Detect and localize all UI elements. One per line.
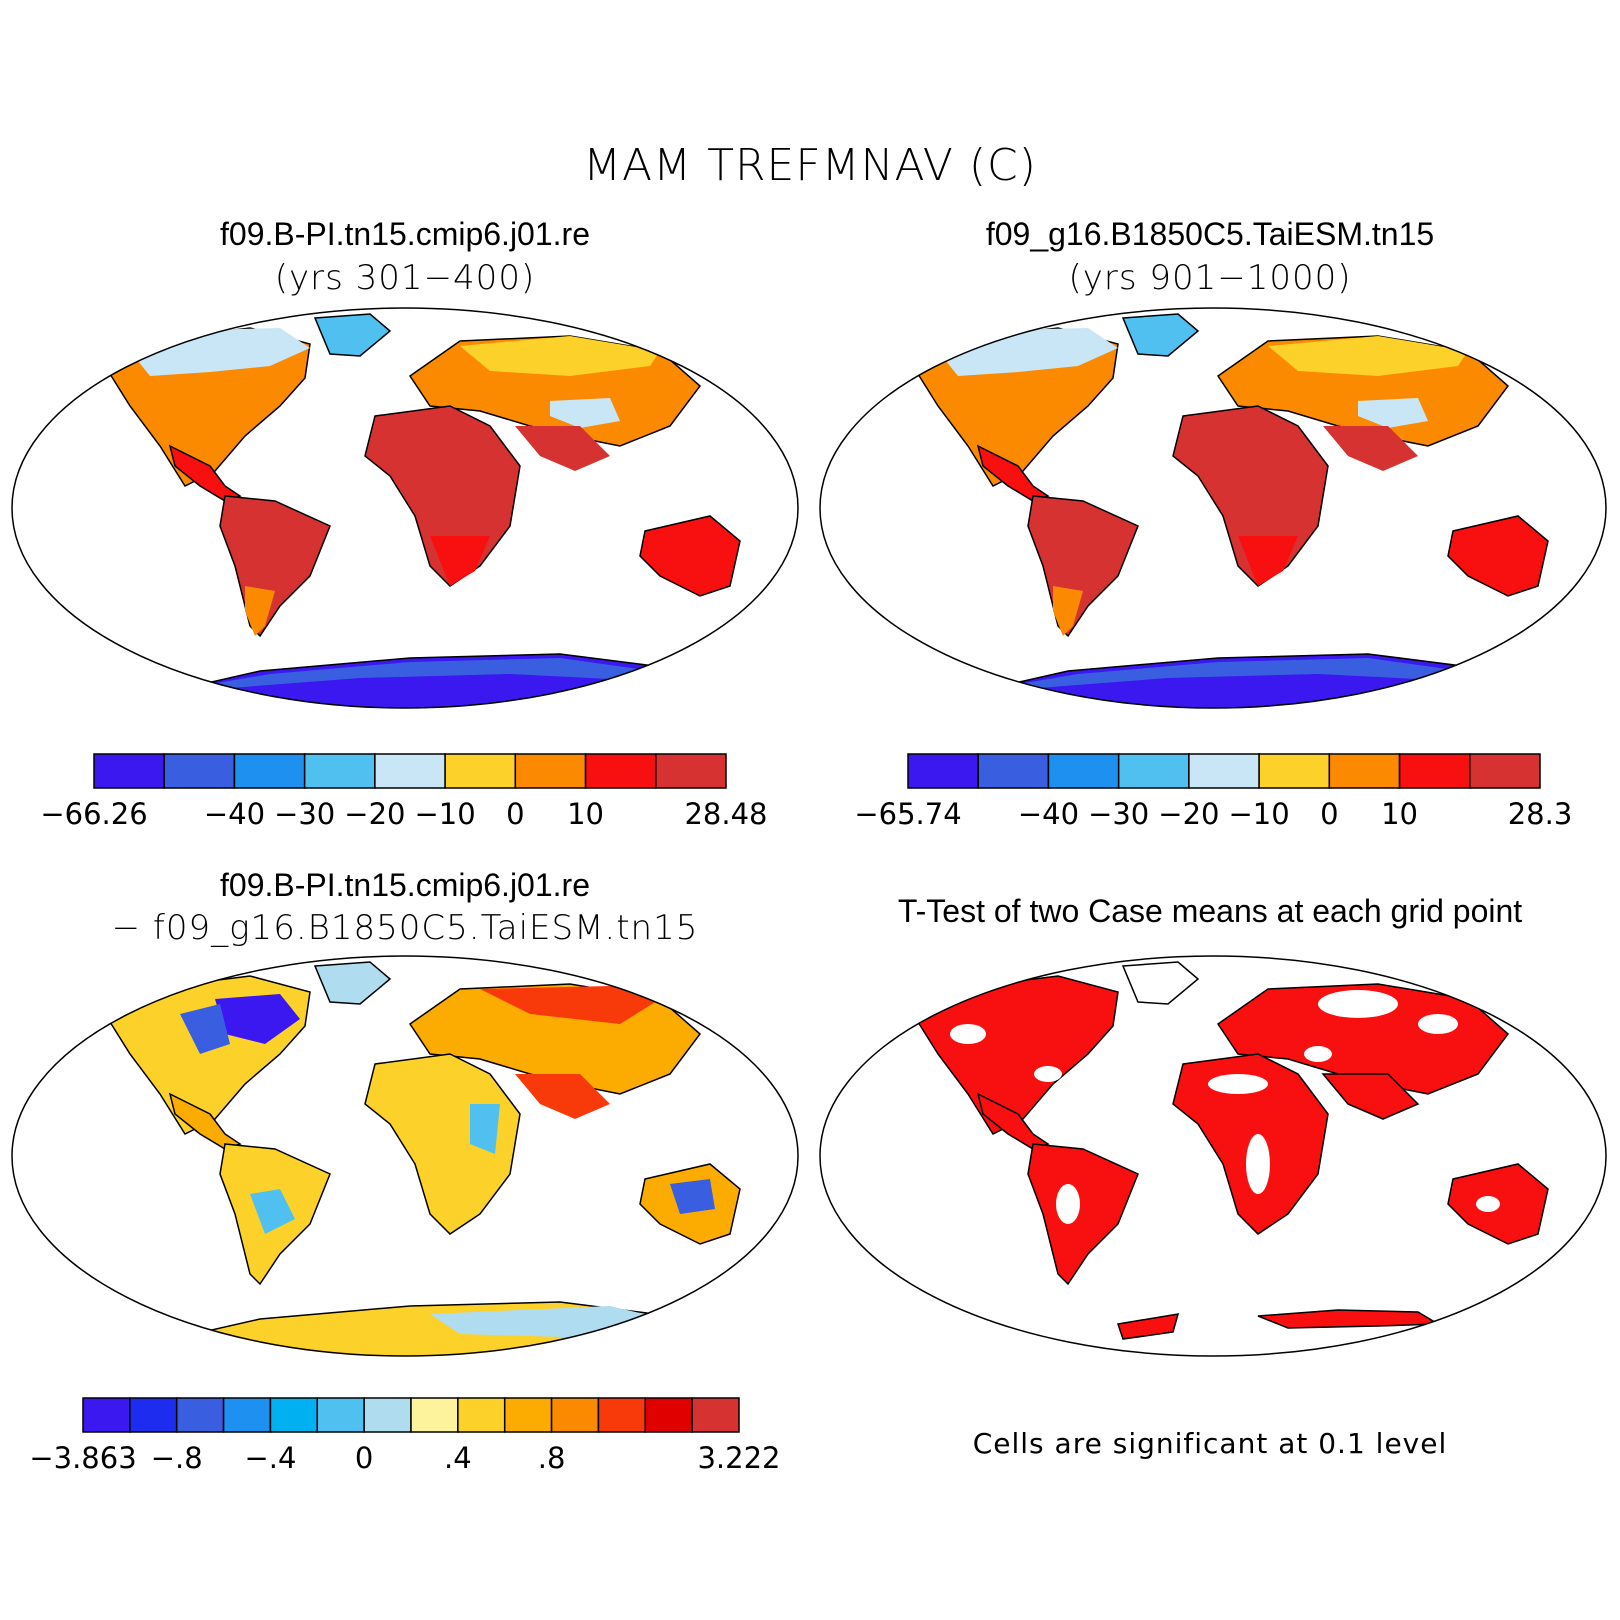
colorbar-label: .4 <box>444 1441 472 1475</box>
colorbar-label: 28.48 <box>684 797 767 831</box>
colorbar-label: 0 <box>506 797 524 831</box>
colorbar-box <box>655 753 727 789</box>
colorbar-box <box>1398 753 1471 789</box>
panel-3-map <box>11 955 799 1357</box>
colorbar-label: −10 <box>415 797 476 831</box>
colorbar-box <box>1328 753 1401 789</box>
colorbar-label: −30 <box>1088 797 1149 831</box>
antarctica-coast <box>170 658 660 691</box>
colorbar-label: −.4 <box>244 1441 296 1475</box>
colorbar-box <box>163 753 236 789</box>
panel-2-map <box>819 307 1607 709</box>
colorbar-box <box>550 1397 600 1433</box>
south-america-south <box>245 586 275 636</box>
australia <box>639 515 741 597</box>
colorbar-box <box>1117 753 1190 789</box>
colorbar-label: −.8 <box>151 1441 203 1475</box>
panel-2-subtitle: (yrs 901−1000) <box>1068 258 1352 298</box>
colorbar-label: 10 <box>1381 797 1418 831</box>
colorbar-box <box>93 753 165 789</box>
colorbar-box <box>597 1397 647 1433</box>
colorbar-label: 0 <box>355 1441 373 1475</box>
panel-3-title: f09.B-PI.tn15.cmip6.j01.re <box>220 867 590 903</box>
colorbar-box <box>1188 753 1260 789</box>
colorbar-label: 0 <box>1320 797 1338 831</box>
colorbar-box <box>584 753 657 789</box>
colorbar-label: −65.74 <box>854 797 961 831</box>
colorbar-box <box>363 1397 412 1433</box>
panel-3-colorbar: −3.863 −.8 −.4 0 .4 .8 3.222 <box>29 1397 781 1475</box>
colorbar-label: 28.3 <box>1508 797 1573 831</box>
panel-1-map <box>11 307 799 709</box>
south-asia <box>515 426 610 471</box>
colorbar-box <box>503 1397 553 1433</box>
colorbar-box <box>907 753 979 789</box>
southern-africa <box>430 536 490 586</box>
colorbar-box <box>410 1397 459 1433</box>
colorbar-label: −3.863 <box>29 1441 136 1475</box>
colorbar-label: −30 <box>274 797 335 831</box>
panel-4-map <box>819 955 1607 1357</box>
panel-1-colorbar: −66.26 −40 −30 −20 −10 0 10 28.48 <box>40 753 768 831</box>
figure-title: MAM TREFMNAV (C) <box>583 140 1037 191</box>
colorbar-box <box>222 1397 272 1433</box>
colorbar-box <box>1469 753 1541 789</box>
colorbar-box <box>691 1397 740 1433</box>
colorbar-label: .8 <box>538 1441 566 1475</box>
colorbar-label: −66.26 <box>40 797 147 831</box>
panel-2-colorbar: −65.74 −40 −30 −20 −10 0 10 28.3 <box>854 753 1573 831</box>
panel-1-subtitle: (yrs 301−400) <box>274 258 536 298</box>
hudson-bay-anomaly <box>215 994 300 1044</box>
colorbar-box <box>175 1397 225 1433</box>
colorbar-box <box>233 753 306 789</box>
greenland <box>313 313 392 357</box>
panel-3-subtitle: − f09_g16.B1850C5.TaiESM.tn15 <box>111 908 699 948</box>
colorbar-box <box>316 1397 365 1433</box>
colorbar-label: −20 <box>1158 797 1219 831</box>
colorbar-box <box>1047 753 1120 789</box>
panel-4-title: T-Test of two Case means at each grid po… <box>897 893 1523 929</box>
colorbar-box <box>644 1397 693 1433</box>
colorbar-label: 10 <box>567 797 604 831</box>
tibet <box>550 398 620 428</box>
colorbar-label: −40 <box>204 797 265 831</box>
colorbar-box <box>129 1397 178 1433</box>
colorbar-box <box>514 753 587 789</box>
colorbar-label: 3.222 <box>697 1441 780 1475</box>
colorbar-box <box>457 1397 506 1433</box>
colorbar-box <box>303 753 376 789</box>
nonsignificant-holes <box>950 990 1500 1224</box>
colorbar-box <box>269 1397 319 1433</box>
colorbar-label: −40 <box>1018 797 1079 831</box>
panel-1-title: f09.B-PI.tn15.cmip6.j01.re <box>220 216 590 252</box>
colorbar-label: −10 <box>1229 797 1290 831</box>
colorbar-box <box>1258 753 1331 789</box>
colorbar-box <box>444 753 517 789</box>
panel-2-title: f09_g16.B1850C5.TaiESM.tn15 <box>985 216 1435 252</box>
colorbar-box <box>82 1397 131 1433</box>
colorbar-box <box>977 753 1050 789</box>
significance-note: Cells are significant at 0.1 level <box>972 1427 1448 1460</box>
colorbar-label: −20 <box>344 797 405 831</box>
siberia <box>460 336 660 376</box>
colorbar-box <box>374 753 446 789</box>
